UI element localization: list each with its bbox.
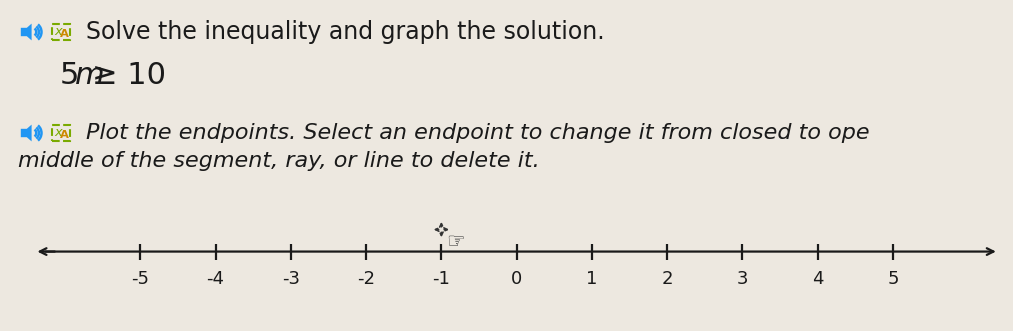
Text: 4: 4	[811, 269, 824, 288]
Text: -5: -5	[132, 269, 149, 288]
Text: -3: -3	[282, 269, 300, 288]
Text: ☞: ☞	[446, 232, 465, 252]
Text: -1: -1	[433, 269, 451, 288]
Text: 2: 2	[661, 269, 673, 288]
Text: Solve the inequality and graph the solution.: Solve the inequality and graph the solut…	[86, 20, 605, 44]
Text: 1: 1	[587, 269, 598, 288]
Text: -2: -2	[358, 269, 375, 288]
Text: 5: 5	[60, 62, 79, 90]
Text: x: x	[55, 25, 62, 38]
Text: Plot the endpoints. Select an endpoint to change it from closed to ope: Plot the endpoints. Select an endpoint t…	[86, 123, 869, 143]
Text: 5: 5	[887, 269, 899, 288]
Text: ≥ 10: ≥ 10	[92, 62, 166, 90]
Text: middle of the segment, ray, or line to delete it.: middle of the segment, ray, or line to d…	[18, 151, 540, 171]
Text: x: x	[55, 126, 62, 139]
Text: m: m	[75, 62, 104, 90]
Text: -4: -4	[207, 269, 225, 288]
Text: 0: 0	[511, 269, 523, 288]
Text: 3: 3	[736, 269, 749, 288]
Polygon shape	[21, 24, 31, 40]
Text: A: A	[60, 29, 69, 39]
Text: A: A	[60, 130, 69, 140]
Polygon shape	[21, 124, 31, 141]
